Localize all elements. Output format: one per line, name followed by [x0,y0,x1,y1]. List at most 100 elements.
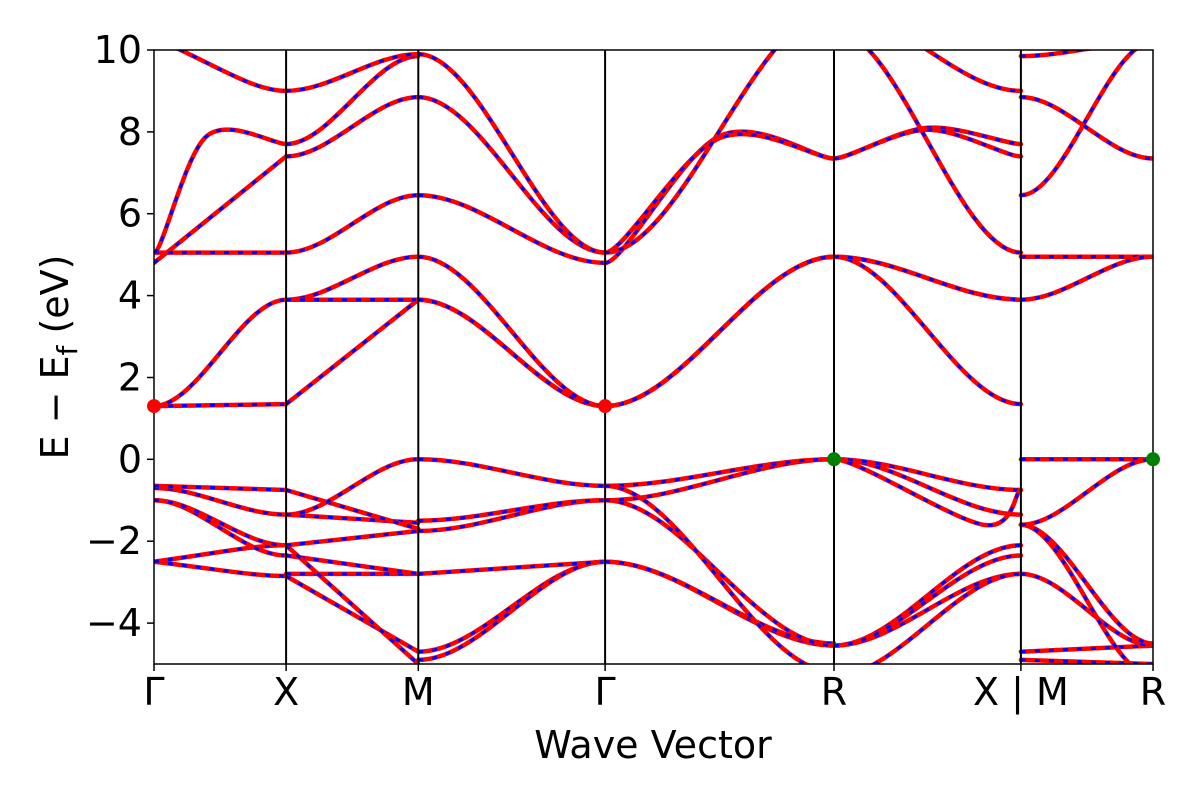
band-line-dashed [418,193,606,265]
band-line-dashed [286,193,419,255]
band-line-dashed [605,457,835,502]
y-tick-label: 4 [118,274,142,318]
x-tick-label: R [1140,670,1166,714]
band-line-dashed [418,52,606,255]
band-line [416,498,608,534]
band-line [154,483,289,493]
high-symmetry-lines [285,50,1022,664]
band-line-dashed [154,676,286,705]
band-line [283,528,421,548]
band-line-dashed [605,457,835,488]
band-line-dashed [177,50,287,93]
band-line [602,129,837,266]
band-line-dashed [154,128,287,255]
extremum-marker [147,399,161,414]
x-tick-label: M [402,670,435,714]
band-line-dashed [605,498,835,648]
y-axis-title-main: E − E [33,355,77,459]
y-tick-label: −4 [86,601,142,645]
band-line-dashed [1020,95,1153,160]
band-line [283,553,421,577]
band-line [1018,522,1134,664]
band-line-dashed [605,484,809,664]
band-line-dashed [286,52,419,93]
band-line [175,50,289,94]
band-line-dashed [285,488,419,531]
extremum-marker [598,399,613,414]
band-line-dashed [833,457,1022,527]
band-line [1018,643,1153,654]
band-line-dashed [924,50,1021,93]
band-line-dashed [605,560,835,645]
band-line [865,50,1024,255]
band-line [154,127,289,255]
band-line-dashed [286,457,419,517]
band-line-dashed [286,54,419,146]
band-line-dashed [285,574,420,654]
band-line [602,483,811,664]
band-line-dashed [1020,572,1153,648]
y-axis-title-unit: (eV) [33,255,77,346]
x-tick-label: X [273,670,299,714]
band-line [154,559,289,579]
band-line [831,457,1024,493]
x-axis: Γ X M Γ R X | M R [143,664,1166,715]
band-line [602,498,837,648]
band-line-dashed [604,132,835,255]
band-line-dashed [833,457,1021,517]
band-line-dashed [833,572,1021,648]
band-line-dashed [1020,457,1153,527]
extremum-markers [147,399,1160,467]
band-line [154,401,289,409]
band-line-dashed [1020,50,1137,197]
band-line-dashed [286,255,419,302]
band-line [602,254,837,409]
y-tick-label: 10 [94,28,142,72]
x-tick-label: X | M [973,670,1069,715]
y-tick-label: −2 [86,519,142,563]
band-line-dashed [605,50,777,255]
band-line [869,571,1024,664]
band-line-dashed [154,486,287,517]
x-tick-label: Γ [143,670,164,714]
band-line [416,254,608,409]
band-line [416,559,608,663]
band-line-dashed [154,498,287,547]
y-axis-title-subscript: f [51,344,84,355]
band-line [416,559,608,654]
band-line [416,457,608,489]
band-line-dashed [833,255,1021,302]
band-line-dashed [418,560,606,576]
y-tick-label: 0 [118,437,142,481]
x-axis-title: Wave Vector [534,723,772,767]
extremum-marker [1146,452,1160,467]
y-tick-label: 8 [118,110,142,154]
band-line [831,553,1024,648]
band-line-dashed [285,298,420,406]
band-line [1018,522,1153,646]
band-line [416,297,608,409]
y-axis-title: E − Ef (eV) [33,255,84,460]
band-line [831,254,1024,407]
y-tick-label: 6 [118,192,142,236]
band-line-dashed [154,155,288,265]
x-tick-label: R [821,670,847,714]
band-line-dashed [1020,255,1153,302]
band-line-dashed [1020,50,1090,58]
band-line-dashed [154,298,287,408]
band-line-dashed [833,554,1021,648]
band-line-dashed [285,544,420,664]
band-line [154,676,286,705]
y-axis: −4 −2 0 2 4 6 8 10 [86,28,154,645]
y-tick-label: 2 [118,356,142,400]
extremum-marker [827,452,841,467]
band-line [416,498,608,523]
band-line-dashed [604,130,835,265]
x-tick-label: Γ [595,670,616,714]
band-lines [154,50,1153,705]
band-line-dashed [1020,523,1133,664]
band-line-dashed [605,255,835,408]
band-line [1018,50,1139,198]
band-line-dashed [833,128,1022,160]
